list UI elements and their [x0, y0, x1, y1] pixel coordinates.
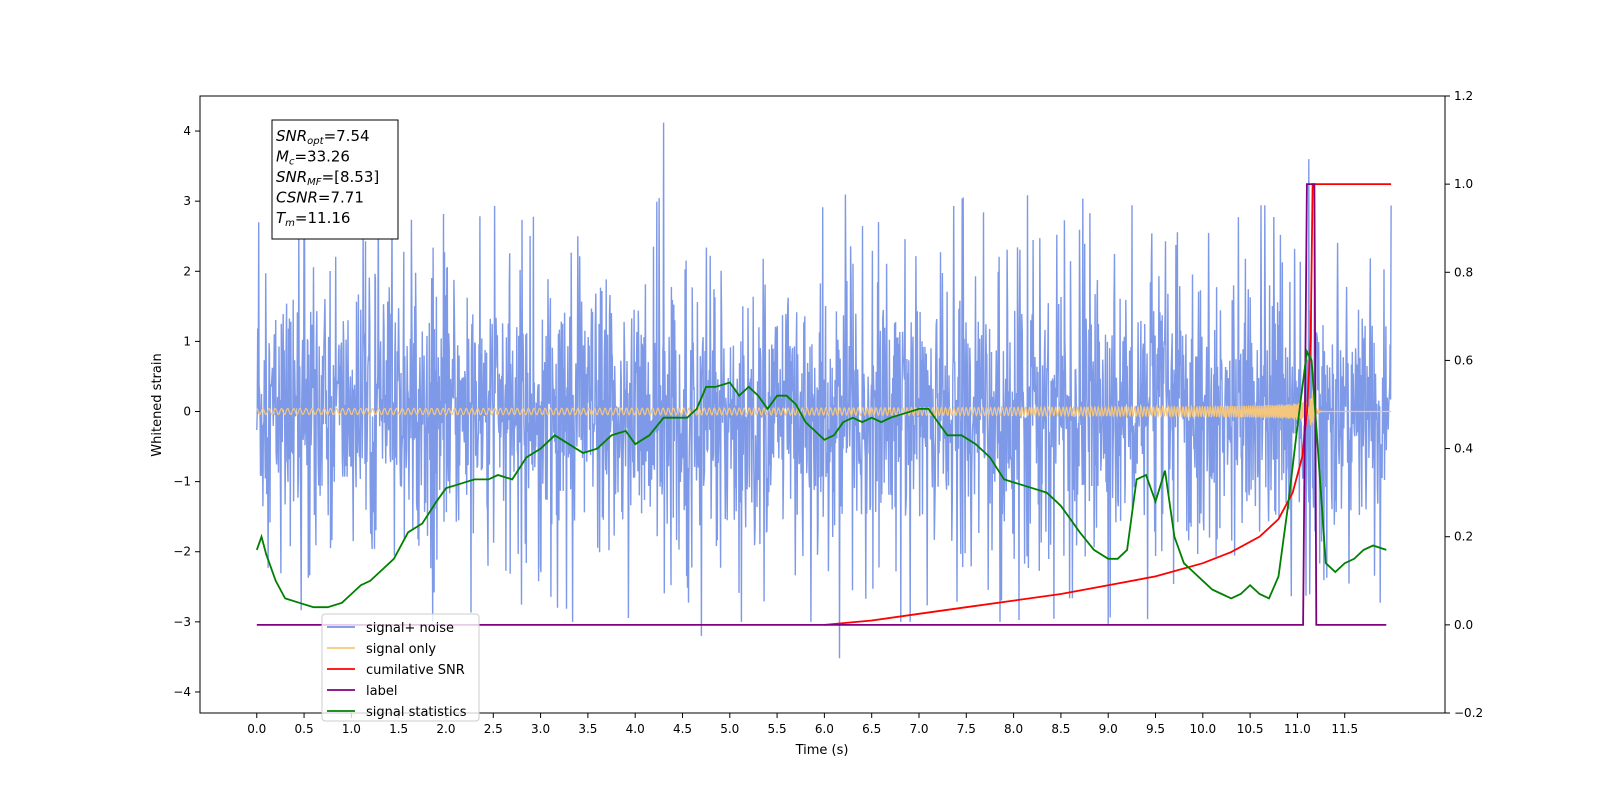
x-tick-label: 5.0 — [720, 722, 739, 736]
y-right-tick-label: 0.6 — [1454, 353, 1473, 367]
y-right-tick-label: 0.0 — [1454, 618, 1473, 632]
y-right-tick-label: 1.0 — [1454, 177, 1473, 191]
y-left-tick-label: −4 — [173, 685, 191, 699]
legend-frame — [321, 613, 480, 722]
x-tick-label: 5.5 — [768, 722, 787, 736]
series-line-cumilative-snr — [824, 183, 1392, 626]
y-left-tick-label: 0 — [183, 405, 191, 419]
series-line-signal-only — [256, 393, 1392, 426]
x-tick-label: 10.0 — [1189, 722, 1216, 736]
y-right-tick-label: 0.4 — [1454, 442, 1473, 456]
x-tick-label: 9.5 — [1146, 722, 1165, 736]
y-axis-right-ticks: 1.2 1.0 0.8 0.6 0.4 0.2 0.0 −0.2 — [1445, 89, 1483, 720]
x-tick-label: 10.5 — [1237, 722, 1264, 736]
legend-label: signal+ noise — [366, 621, 454, 636]
series-line-label — [256, 183, 1387, 626]
annotation-line: SNRMF=[8.53] — [276, 168, 379, 188]
x-tick-label: 4.5 — [673, 722, 692, 736]
legend-label: label — [366, 684, 397, 699]
x-tick-label: 2.5 — [484, 722, 503, 736]
y-axis-label: Whitened strain — [150, 353, 165, 456]
y-right-tick-label: 0.8 — [1454, 265, 1473, 279]
x-tick-label: 3.5 — [578, 722, 597, 736]
x-tick-label: 3.0 — [531, 722, 550, 736]
annotation-line: Tm=11.16 — [276, 209, 350, 229]
plot-frame — [199, 95, 1446, 714]
y-left-tick-label: −3 — [173, 615, 191, 629]
x-tick-label: 4.0 — [626, 722, 645, 736]
legend-label: signal statistics — [366, 705, 467, 720]
x-tick-label: 0.5 — [295, 722, 314, 736]
x-tick-label: 11.5 — [1331, 722, 1358, 736]
y-left-tick-label: 1 — [183, 334, 191, 348]
annotation-line: Mc=33.26 — [276, 148, 350, 168]
x-tick-label: 11.0 — [1284, 722, 1311, 736]
legend: signal+ noise signal only cumilative SNR la… — [321, 613, 480, 722]
y-left-tick-label: 2 — [183, 264, 191, 278]
series-signal-statistics — [255, 348, 1387, 609]
x-tick-label: 8.5 — [1051, 722, 1070, 736]
x-tick-label: 6.0 — [815, 722, 834, 736]
x-axis-ticks: 0.0 0.5 1.0 1.5 2.0 2.5 3.0 3.5 4.0 4.5 5.0 5.5 6.0 6… — [247, 713, 1358, 736]
x-axis-label: Time (s) — [795, 743, 849, 758]
annotation-line: CSNR=7.71 — [276, 189, 364, 207]
y-axis-left-ticks: 4 3 2 1 0 −1 −2 −3 −4 — [173, 124, 200, 699]
annotation-line: SNRopt=7.54 — [276, 127, 370, 147]
series-signal-only — [256, 393, 1392, 426]
series-cumilative-snr — [824, 183, 1392, 626]
x-tick-label: 6.5 — [862, 722, 881, 736]
x-tick-label: 2.0 — [436, 722, 455, 736]
x-tick-label: 8.0 — [1004, 722, 1023, 736]
y-right-tick-label: −0.2 — [1454, 706, 1483, 720]
y-left-tick-label: 4 — [183, 124, 191, 138]
y-left-tick-label: 3 — [183, 194, 191, 208]
x-tick-label: 1.5 — [389, 722, 408, 736]
x-tick-label: 7.5 — [957, 722, 976, 736]
y-left-tick-label: −2 — [173, 545, 191, 559]
y-right-tick-label: 1.2 — [1454, 89, 1473, 103]
legend-label: cumilative SNR — [366, 663, 465, 678]
series-label — [256, 183, 1387, 626]
x-tick-label: 7.0 — [909, 722, 928, 736]
x-tick-label: 0.0 — [247, 722, 266, 736]
y-right-tick-label: 0.2 — [1454, 530, 1473, 544]
annotation-frame — [271, 119, 399, 240]
legend-label: signal only — [366, 642, 436, 657]
x-tick-label: 9.0 — [1099, 722, 1118, 736]
stats-annotation-box: SNRopt=7.54Mc=33.26SNRMF=[8.53]CSNR=7.71… — [271, 119, 399, 240]
x-tick-label: 1.0 — [342, 722, 361, 736]
series-line-signal-statistics — [255, 348, 1387, 609]
y-left-tick-label: −1 — [173, 475, 191, 489]
